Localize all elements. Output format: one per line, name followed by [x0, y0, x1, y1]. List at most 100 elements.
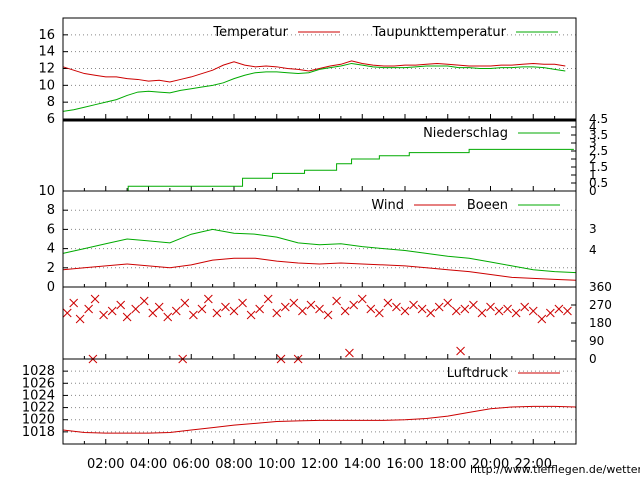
- y-tick-label-right: 2: [589, 152, 597, 166]
- x-tick-label: 10:00: [258, 457, 295, 472]
- y-tick-label-right: 4: [589, 120, 597, 134]
- data-point: [163, 312, 173, 322]
- y-tick-label: 10: [38, 184, 55, 199]
- data-point: [203, 294, 213, 304]
- data-point: [366, 304, 376, 314]
- y-tick-label-right: 270: [589, 298, 612, 312]
- x-tick-label: 18:00: [429, 457, 466, 472]
- data-point: [537, 314, 547, 324]
- data-point: [289, 298, 299, 308]
- data-point: [511, 308, 521, 318]
- data-point: [75, 314, 85, 324]
- data-point: [212, 308, 222, 318]
- data-point: [456, 346, 465, 356]
- data-point: [332, 296, 341, 306]
- y-tick-label: 1018: [22, 425, 55, 440]
- y-tick-label: 1022: [22, 401, 55, 416]
- data-point: [477, 308, 487, 318]
- y-tick-label-right: 3: [589, 136, 597, 150]
- data-point: [503, 304, 512, 314]
- legend-label: Boeen: [467, 198, 508, 213]
- data-point: [180, 298, 190, 308]
- data-point: [426, 308, 436, 318]
- data-point: [409, 300, 418, 310]
- data-point: [62, 308, 72, 318]
- data-point: [392, 302, 401, 312]
- data-point: [171, 306, 181, 316]
- data-point: [486, 302, 495, 312]
- data-point: [255, 304, 265, 314]
- x-tick-label: 20:00: [472, 457, 509, 472]
- y-tick-label: 1020: [22, 413, 55, 428]
- legend-label: Wind: [371, 198, 404, 213]
- legend-label: Taupunkttemperatur: [372, 25, 507, 40]
- legend-label: Temperatur: [212, 25, 288, 40]
- x-tick-label: 16:00: [386, 457, 423, 472]
- data-point: [520, 302, 530, 312]
- y-tick-label: 1024: [22, 388, 55, 403]
- precipitation-panel: 00.511.522.533.544.5 Niederschlag: [62, 112, 608, 198]
- y-tick-label: 0: [47, 280, 55, 295]
- series-line: [62, 405, 577, 434]
- series-line: [62, 62, 566, 112]
- data-point: [528, 306, 538, 316]
- data-point: [306, 300, 316, 310]
- data-point: [563, 306, 572, 316]
- y-tick-label-right: 4.5: [589, 112, 608, 126]
- data-point: [197, 304, 207, 314]
- data-point: [298, 306, 307, 316]
- data-point: [90, 294, 100, 304]
- data-point: [443, 298, 453, 308]
- data-point: [263, 294, 273, 304]
- plot-frame: [62, 286, 577, 360]
- data-point: [272, 308, 282, 318]
- data-point: [545, 308, 555, 318]
- y-tick-label-right: 4: [589, 243, 597, 257]
- legend-label: Luftdruck: [447, 366, 509, 381]
- wind-direction-panel: 0 90 180 270 360: [62, 280, 612, 366]
- x-tick-label: 12:00: [301, 457, 338, 472]
- data-point: [131, 304, 141, 314]
- y-tick-label: 6: [47, 112, 55, 127]
- y-tick-label-right: 3.5: [589, 128, 608, 142]
- y-tick-label-right: 2.5: [589, 144, 608, 158]
- y-tick-label: 14: [38, 45, 55, 60]
- y-tick-label-right: 90: [589, 334, 604, 348]
- data-point: [229, 306, 239, 316]
- series-line: [62, 257, 577, 281]
- y-tick-label: 1028: [22, 364, 55, 379]
- x-tick-label: 06:00: [173, 457, 210, 472]
- y-tick-label-right: 0: [589, 352, 597, 366]
- data-point: [469, 300, 478, 310]
- wind-panel: 0 2 4 6 8 10 3 4 Wind Boeen: [38, 184, 596, 295]
- x-tick-label: 02:00: [87, 457, 124, 472]
- data-point: [84, 304, 94, 314]
- y-tick-label-right: 1: [589, 168, 597, 182]
- x-tick-label: 04:00: [130, 457, 167, 472]
- data-point: [221, 302, 230, 312]
- series-line: [62, 228, 577, 274]
- series-line: [62, 60, 566, 83]
- data-point: [99, 310, 108, 320]
- data-point: [122, 312, 132, 322]
- data-point: [383, 298, 393, 308]
- y-tick-label: 2: [47, 261, 55, 276]
- y-tick-label: 10: [38, 78, 55, 93]
- data-point: [340, 306, 350, 316]
- y-tick-label: 8: [47, 203, 55, 218]
- y-tick-label-right: 180: [589, 316, 612, 330]
- data-point: [494, 306, 504, 316]
- plot-frame: [62, 358, 577, 445]
- x-tick-label: 22:00: [515, 457, 552, 472]
- y-tick-label-right: 0: [589, 184, 597, 198]
- data-point: [357, 294, 367, 304]
- data-point: [189, 310, 198, 320]
- y-tick-label: 8: [47, 95, 55, 110]
- y-tick-label-right: 360: [589, 280, 612, 294]
- y-tick-label: 16: [38, 28, 55, 43]
- x-tick-label: 14:00: [344, 457, 381, 472]
- y-tick-label: 1026: [22, 376, 55, 391]
- y-tick-label-right: 0.5: [589, 176, 608, 190]
- y-tick-label: 6: [47, 222, 55, 237]
